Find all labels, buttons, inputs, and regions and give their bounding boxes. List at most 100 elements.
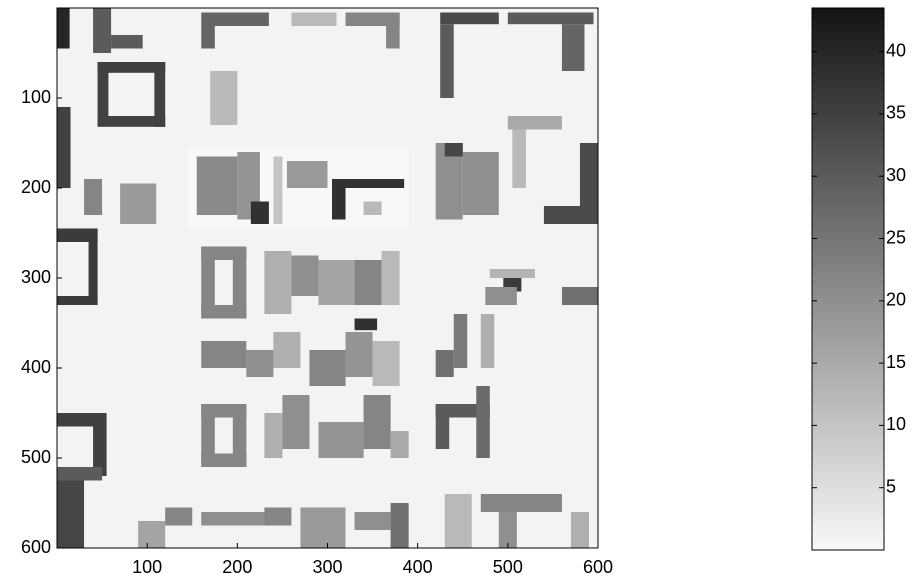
cell (57, 467, 103, 481)
cell (543, 206, 598, 224)
cell (210, 71, 238, 125)
x-tick-label: 300 (312, 557, 342, 577)
colorbar-tick-label: 25 (886, 227, 906, 247)
cell (286, 161, 328, 188)
cell (444, 143, 463, 157)
cell (480, 494, 562, 512)
cell (57, 8, 70, 49)
cell (440, 12, 499, 25)
cell (579, 143, 598, 215)
y-tick-label: 100 (21, 87, 51, 107)
cell (250, 201, 269, 224)
cell (201, 26, 215, 49)
colorbar-tick-label: 5 (886, 476, 896, 496)
cell (570, 512, 589, 548)
cell (386, 12, 400, 49)
y-tick-label: 600 (21, 537, 51, 557)
cell (273, 156, 283, 224)
cell (120, 183, 157, 224)
cell (507, 116, 562, 130)
cell (354, 318, 378, 331)
cell (88, 228, 98, 305)
colorbar-tick-label: 40 (886, 40, 906, 60)
cell (354, 260, 382, 305)
plot-area: 100 200 300 400 500 600 100 200 300 400 500 600 (21, 7, 613, 577)
cell (57, 296, 98, 305)
x-tick-label: 600 (583, 557, 613, 577)
cell (561, 287, 598, 305)
cell (444, 494, 472, 548)
cell (318, 260, 355, 305)
cell (196, 156, 238, 215)
cell (273, 332, 301, 368)
cell (111, 35, 143, 49)
cell (480, 314, 495, 368)
cell (561, 24, 585, 71)
cell (84, 179, 103, 215)
cell (291, 12, 337, 26)
cell (57, 413, 103, 427)
cell (232, 246, 247, 319)
cell (57, 480, 85, 548)
cell (309, 350, 346, 386)
cell (300, 507, 346, 548)
cell (201, 246, 215, 319)
cell (390, 503, 409, 548)
cell (93, 413, 107, 476)
x-tick-label: 500 (493, 557, 523, 577)
cell (381, 251, 400, 305)
cell (440, 24, 454, 99)
cell (332, 188, 346, 220)
y-tick-label: 200 (21, 177, 51, 197)
colorbar-tick-label: 10 (886, 414, 906, 434)
colorbar-tick-label: 15 (886, 352, 906, 372)
cell (485, 287, 517, 305)
cell (476, 386, 490, 458)
cell (201, 12, 269, 26)
cell (97, 62, 109, 125)
cell (462, 152, 499, 215)
cell (435, 404, 450, 449)
cell (97, 116, 166, 127)
y-tick-label: 300 (21, 267, 51, 287)
cell (291, 255, 319, 296)
cell (246, 350, 274, 377)
cell (138, 521, 166, 548)
colorbar-tick-label: 35 (886, 103, 906, 123)
cell (498, 512, 517, 548)
cell (264, 251, 292, 314)
cell (354, 512, 391, 530)
cell (512, 129, 526, 188)
cell (489, 269, 535, 278)
cell (264, 507, 292, 526)
cell (93, 8, 112, 53)
cell (97, 62, 166, 73)
cell (201, 404, 215, 467)
cell (154, 62, 166, 127)
colorbar: 5 10 15 20 25 30 35 40 (811, 7, 906, 551)
y-tick-label: 500 (21, 447, 51, 467)
cell (318, 422, 364, 458)
cell (264, 413, 283, 458)
colorbar-tick-label: 30 (886, 165, 906, 185)
cell (282, 395, 310, 449)
cell (435, 350, 454, 377)
colorbar-tick-label: 20 (886, 290, 906, 310)
cell (363, 395, 391, 449)
cell (57, 228, 98, 242)
cell (165, 507, 193, 526)
cell (232, 404, 247, 467)
x-tick-label: 100 (132, 557, 162, 577)
x-tick-label: 400 (403, 557, 433, 577)
cell (345, 332, 373, 377)
cell (363, 201, 382, 215)
cell (332, 179, 405, 188)
cell (390, 431, 409, 458)
cell (453, 314, 468, 368)
x-tick-label: 200 (222, 557, 252, 577)
y-tick-label: 400 (21, 357, 51, 377)
cell (507, 12, 594, 25)
colorbar-gradient (811, 7, 885, 551)
cell (201, 512, 274, 526)
